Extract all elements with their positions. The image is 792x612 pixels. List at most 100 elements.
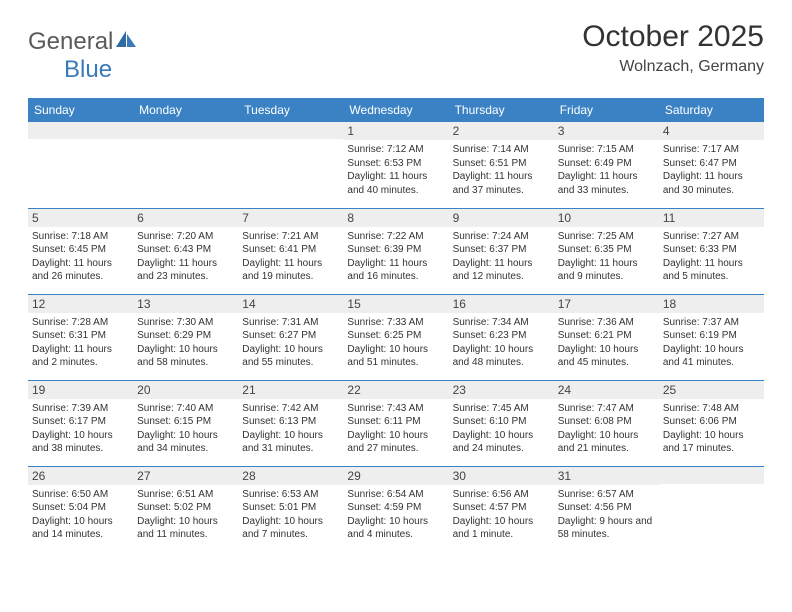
day-info: Sunrise: 7:15 AMSunset: 6:49 PMDaylight:… (558, 143, 655, 197)
calendar-cell: 25Sunrise: 7:48 AMSunset: 6:06 PMDayligh… (659, 380, 764, 466)
calendar-cell: 27Sunrise: 6:51 AMSunset: 5:02 PMDayligh… (133, 466, 238, 552)
daylight-text: Daylight: 11 hours and 33 minutes. (558, 170, 655, 197)
calendar-row: 1 Sunrise: 7:12 AMSunset: 6:53 PMDaylight… (28, 122, 764, 208)
calendar-body: 1 Sunrise: 7:12 AMSunset: 6:53 PMDaylight… (28, 122, 764, 552)
day-header: Saturday (659, 98, 764, 122)
day-info: Sunrise: 7:18 AMSunset: 6:45 PMDaylight:… (32, 230, 129, 284)
sunset-text: Sunset: 6:10 PM (453, 415, 550, 429)
location: Wolnzach, Germany (582, 58, 764, 76)
day-number: 31 (554, 467, 659, 485)
day-info: Sunrise: 7:33 AMSunset: 6:25 PMDaylight:… (347, 316, 444, 370)
sunrise-text: Sunrise: 7:17 AM (663, 143, 760, 157)
day-number: 8 (343, 209, 448, 227)
sunrise-text: Sunrise: 6:51 AM (137, 488, 234, 502)
sunrise-text: Sunrise: 6:56 AM (453, 488, 550, 502)
day-number: 5 (28, 209, 133, 227)
daylight-text: Daylight: 10 hours and 24 minutes. (453, 429, 550, 456)
sunset-text: Sunset: 6:06 PM (663, 415, 760, 429)
calendar-cell: 1 Sunrise: 7:12 AMSunset: 6:53 PMDaylight… (343, 122, 448, 208)
day-info: Sunrise: 7:39 AMSunset: 6:17 PMDaylight:… (32, 402, 129, 456)
calendar-cell: 16Sunrise: 7:34 AMSunset: 6:23 PMDayligh… (449, 294, 554, 380)
sunset-text: Sunset: 6:13 PM (242, 415, 339, 429)
sunset-text: Sunset: 6:39 PM (347, 243, 444, 257)
sunset-text: Sunset: 6:31 PM (32, 329, 129, 343)
calendar-cell: 14Sunrise: 7:31 AMSunset: 6:27 PMDayligh… (238, 294, 343, 380)
sunrise-text: Sunrise: 7:42 AM (242, 402, 339, 416)
day-info: Sunrise: 6:50 AMSunset: 5:04 PMDaylight:… (32, 488, 129, 542)
sunset-text: Sunset: 6:47 PM (663, 157, 760, 171)
calendar-cell: 17Sunrise: 7:36 AMSunset: 6:21 PMDayligh… (554, 294, 659, 380)
day-number: 23 (449, 381, 554, 399)
calendar-cell: 7Sunrise: 7:21 AMSunset: 6:41 PMDaylight… (238, 208, 343, 294)
day-info: Sunrise: 7:27 AMSunset: 6:33 PMDaylight:… (663, 230, 760, 284)
sunrise-text: Sunrise: 7:43 AM (347, 402, 444, 416)
calendar-cell: 21 Sunrise: 7:42 AMSunset: 6:13 PMDayligh… (238, 380, 343, 466)
calendar-cell: 29Sunrise: 6:54 AMSunset: 4:59 PMDayligh… (343, 466, 448, 552)
daylight-text: Daylight: 11 hours and 19 minutes. (242, 257, 339, 284)
day-number: 17 (554, 295, 659, 313)
daylight-text: Daylight: 10 hours and 51 minutes. (347, 343, 444, 370)
empty-day (238, 122, 343, 139)
day-info: Sunrise: 6:56 AMSunset: 4:57 PMDaylight:… (453, 488, 550, 542)
day-number: 20 (133, 381, 238, 399)
daylight-text: Daylight: 10 hours and 11 minutes. (137, 515, 234, 542)
day-info: Sunrise: 7:25 AMSunset: 6:35 PMDaylight:… (558, 230, 655, 284)
day-number: 22 (343, 381, 448, 399)
calendar-cell: 3 Sunrise: 7:15 AMSunset: 6:49 PMDaylight… (554, 122, 659, 208)
sunrise-text: Sunrise: 7:34 AM (453, 316, 550, 330)
day-number: 6 (133, 209, 238, 227)
sunrise-text: Sunrise: 7:14 AM (453, 143, 550, 157)
calendar-cell: 20Sunrise: 7:40 AMSunset: 6:15 PMDayligh… (133, 380, 238, 466)
day-info: Sunrise: 7:47 AMSunset: 6:08 PMDaylight:… (558, 402, 655, 456)
day-number: 27 (133, 467, 238, 485)
sunrise-text: Sunrise: 7:30 AM (137, 316, 234, 330)
logo: General Blue (28, 20, 138, 84)
sunset-text: Sunset: 6:29 PM (137, 329, 234, 343)
calendar-row: 19Sunrise: 7:39 AMSunset: 6:17 PMDayligh… (28, 380, 764, 466)
day-number: 21 (238, 381, 343, 399)
calendar-cell: 11Sunrise: 7:27 AMSunset: 6:33 PMDayligh… (659, 208, 764, 294)
day-info: Sunrise: 7:28 AMSunset: 6:31 PMDaylight:… (32, 316, 129, 370)
sunrise-text: Sunrise: 7:28 AM (32, 316, 129, 330)
day-info: Sunrise: 7:12 AMSunset: 6:53 PMDaylight:… (347, 143, 444, 197)
daylight-text: Daylight: 10 hours and 7 minutes. (242, 515, 339, 542)
day-info: Sunrise: 6:57 AMSunset: 4:56 PMDaylight:… (558, 488, 655, 542)
day-info: Sunrise: 7:42 AMSunset: 6:13 PMDaylight:… (242, 402, 339, 456)
day-number: 1 (343, 122, 448, 140)
sunrise-text: Sunrise: 6:54 AM (347, 488, 444, 502)
day-number: 25 (659, 381, 764, 399)
logo-text-2: Blue (64, 56, 112, 83)
sunrise-text: Sunrise: 7:20 AM (137, 230, 234, 244)
calendar-cell (659, 466, 764, 552)
calendar-cell: 24Sunrise: 7:47 AMSunset: 6:08 PMDayligh… (554, 380, 659, 466)
daylight-text: Daylight: 10 hours and 38 minutes. (32, 429, 129, 456)
daylight-text: Daylight: 10 hours and 1 minute. (453, 515, 550, 542)
daylight-text: Daylight: 11 hours and 23 minutes. (137, 257, 234, 284)
calendar-cell: 23Sunrise: 7:45 AMSunset: 6:10 PMDayligh… (449, 380, 554, 466)
sunset-text: Sunset: 6:21 PM (558, 329, 655, 343)
calendar-cell (28, 122, 133, 208)
daylight-text: Daylight: 11 hours and 9 minutes. (558, 257, 655, 284)
day-number: 9 (449, 209, 554, 227)
calendar-cell: 5 Sunrise: 7:18 AMSunset: 6:45 PMDaylight… (28, 208, 133, 294)
daylight-text: Daylight: 11 hours and 5 minutes. (663, 257, 760, 284)
day-header: Friday (554, 98, 659, 122)
day-header: Sunday (28, 98, 133, 122)
daylight-text: Daylight: 11 hours and 26 minutes. (32, 257, 129, 284)
day-header: Monday (133, 98, 238, 122)
day-number: 3 (554, 122, 659, 140)
calendar-cell: 12Sunrise: 7:28 AMSunset: 6:31 PMDayligh… (28, 294, 133, 380)
sunrise-text: Sunrise: 6:50 AM (32, 488, 129, 502)
daylight-text: Daylight: 10 hours and 48 minutes. (453, 343, 550, 370)
sunset-text: Sunset: 6:17 PM (32, 415, 129, 429)
month-title: October 2025 (582, 20, 764, 54)
sunset-text: Sunset: 5:01 PM (242, 501, 339, 515)
daylight-text: Daylight: 11 hours and 2 minutes. (32, 343, 129, 370)
sunrise-text: Sunrise: 7:47 AM (558, 402, 655, 416)
daylight-text: Daylight: 10 hours and 55 minutes. (242, 343, 339, 370)
calendar-cell: 9Sunrise: 7:24 AMSunset: 6:37 PMDaylight… (449, 208, 554, 294)
calendar-cell: 13Sunrise: 7:30 AMSunset: 6:29 PMDayligh… (133, 294, 238, 380)
day-number: 4 (659, 122, 764, 140)
daylight-text: Daylight: 10 hours and 58 minutes. (137, 343, 234, 370)
sunrise-text: Sunrise: 7:40 AM (137, 402, 234, 416)
